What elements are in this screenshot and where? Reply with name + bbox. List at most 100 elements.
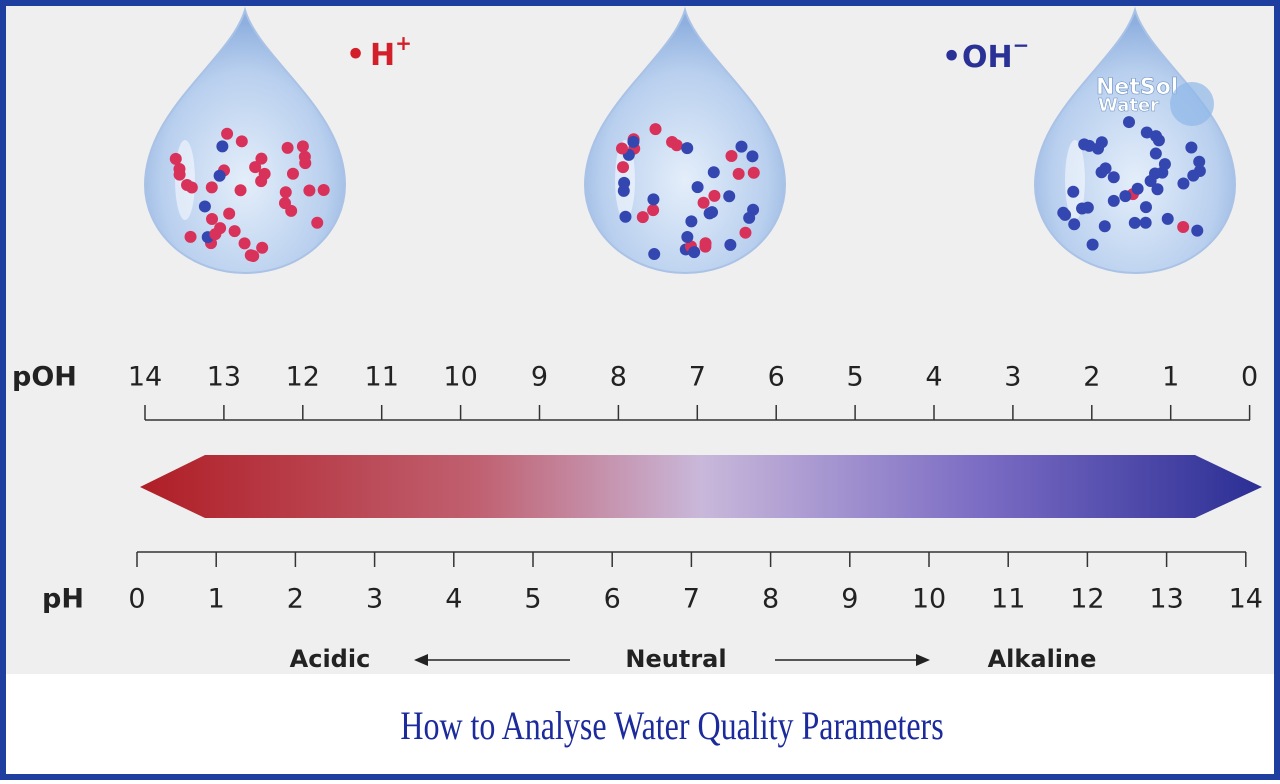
ion-particle (732, 167, 745, 180)
ion-particle (617, 161, 630, 174)
poh-tick-label: 9 (531, 362, 548, 393)
poh-tick-label: 8 (610, 362, 627, 393)
ion-particle (739, 226, 752, 239)
ion-particle (735, 140, 748, 153)
ph-tick-label: 7 (683, 584, 700, 615)
ion-particle (256, 241, 269, 254)
ion-particle (647, 193, 660, 206)
ion-particle (619, 210, 632, 223)
poh-tick-label: 3 (1004, 362, 1021, 393)
ion-particle (1081, 201, 1094, 214)
ph-tick-label: 14 (1229, 584, 1263, 615)
footer-title: How to Analyse Water Quality Parameters (400, 704, 943, 748)
ion-particle (286, 167, 299, 180)
ph-label: pH (42, 584, 84, 615)
ion-particle (681, 231, 694, 244)
legend-acidic: Acidic (290, 645, 371, 673)
poh-tick-label: 5 (847, 362, 864, 393)
ion-particle (706, 206, 719, 219)
ion-particle (627, 135, 640, 148)
ion-particle (238, 237, 251, 250)
footer-background (6, 674, 1274, 774)
ion-particle (688, 246, 701, 259)
ph-tick-label: 10 (912, 584, 946, 615)
ion-particle (670, 139, 683, 152)
ion-particle (244, 249, 257, 262)
ion-particle (1107, 194, 1120, 207)
ion-particle (1187, 169, 1200, 182)
ph-tick-label: 12 (1070, 584, 1104, 615)
drop-highlight (1065, 140, 1085, 220)
ph-tick-label: 11 (991, 584, 1025, 615)
legend-alkaline: Alkaline (988, 645, 1097, 673)
ion-particle (1128, 216, 1141, 229)
arrow-head (916, 654, 930, 666)
ph-tick-label: 4 (445, 584, 462, 615)
ph-tick-label: 2 (287, 584, 304, 615)
ion-particle (1177, 177, 1190, 190)
ph-tick-label: 6 (604, 584, 621, 615)
poh-tick-label: 2 (1083, 362, 1100, 393)
poh-tick-label: 6 (768, 362, 785, 393)
ion-particle (649, 123, 662, 136)
ion-particle (1078, 138, 1091, 151)
ph-tick-label: 0 (128, 584, 145, 615)
ion-particle (1131, 182, 1144, 195)
logo-sub: Water (1098, 95, 1159, 116)
ion-particle (213, 169, 226, 182)
ion-charge: + (395, 31, 412, 55)
ion-particle (1095, 136, 1108, 149)
ion-particle (258, 167, 271, 180)
ion-particle (1099, 162, 1112, 175)
poh-tick-label: 14 (128, 362, 162, 393)
ion-particle (743, 211, 756, 224)
ion-particle (281, 141, 294, 154)
ion-particle (724, 238, 737, 251)
ion-particle (279, 186, 292, 199)
ion-particle (697, 196, 710, 209)
ion-particle (255, 152, 268, 165)
ion-particle (1156, 166, 1169, 179)
ion-particle (206, 213, 219, 226)
ion-particle (685, 215, 698, 228)
ion-particle (317, 184, 330, 197)
ion-particle (1098, 220, 1111, 233)
ion-particle (1123, 116, 1136, 129)
ion-particle (1149, 147, 1162, 160)
ion-particle (1151, 183, 1164, 196)
ion-particle (223, 207, 236, 220)
ion-dot: • (942, 40, 961, 75)
ion-dot: • (346, 38, 365, 73)
ion-particle (205, 181, 218, 194)
poh-tick-label: 0 (1241, 362, 1258, 393)
ph-tick-label: 9 (841, 584, 858, 615)
ion-particle (725, 150, 738, 163)
ion-particle (221, 127, 234, 140)
ion-particle (311, 216, 324, 229)
ion-particle (747, 166, 760, 179)
ion-particle (198, 200, 211, 213)
acid-ion: H+ (370, 31, 412, 73)
ion-particle (1185, 141, 1198, 154)
ion-particle (1161, 212, 1174, 225)
ion-particle (169, 152, 182, 165)
logo-name: NetSol (1096, 75, 1178, 100)
ion-particle (249, 161, 262, 174)
ion-particle (181, 178, 194, 191)
poh-tick-label: 1 (1162, 362, 1179, 393)
poh-tick-label: 11 (365, 362, 399, 393)
ion-particle (699, 240, 712, 253)
logo-drop (1170, 82, 1214, 126)
ion-particle (298, 150, 311, 163)
ion-particle (1140, 126, 1153, 139)
ion-particle (647, 204, 660, 217)
ion-particle (723, 190, 736, 203)
ion-particle (214, 222, 227, 235)
ion-particle (708, 189, 721, 202)
ion-particle (1191, 224, 1204, 237)
ion-particle (228, 225, 241, 238)
ion-particle (173, 163, 186, 176)
ion-particle (1139, 201, 1152, 214)
